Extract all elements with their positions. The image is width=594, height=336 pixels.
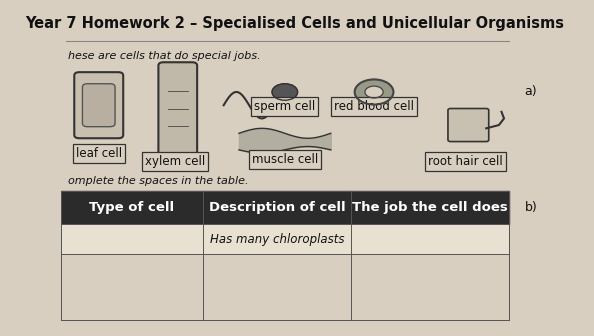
Circle shape: [355, 79, 393, 104]
Bar: [61, 191, 509, 224]
Text: sperm cell: sperm cell: [254, 100, 315, 113]
Text: a): a): [525, 85, 537, 98]
Circle shape: [365, 86, 383, 98]
Text: leaf cell: leaf cell: [75, 146, 122, 160]
Text: muscle cell: muscle cell: [252, 153, 318, 166]
Text: Has many chloroplasts: Has many chloroplasts: [210, 233, 345, 246]
Text: red blood cell: red blood cell: [334, 100, 414, 113]
Bar: [61, 224, 509, 254]
Text: root hair cell: root hair cell: [428, 155, 503, 168]
Circle shape: [272, 84, 298, 100]
Text: Type of cell: Type of cell: [89, 201, 175, 214]
Text: hese are cells that do special jobs.: hese are cells that do special jobs.: [68, 51, 261, 61]
FancyBboxPatch shape: [159, 62, 197, 155]
FancyBboxPatch shape: [74, 72, 123, 138]
Text: Description of cell: Description of cell: [209, 201, 346, 214]
Text: omplete the spaces in the table.: omplete the spaces in the table.: [68, 176, 249, 186]
FancyBboxPatch shape: [448, 109, 489, 141]
FancyBboxPatch shape: [83, 84, 115, 127]
Text: xylem cell: xylem cell: [145, 155, 206, 168]
Text: Year 7 Homework 2 – Specialised Cells and Unicellular Organisms: Year 7 Homework 2 – Specialised Cells an…: [26, 16, 564, 31]
Text: b): b): [525, 201, 537, 214]
Text: The job the cell does: The job the cell does: [352, 201, 508, 214]
